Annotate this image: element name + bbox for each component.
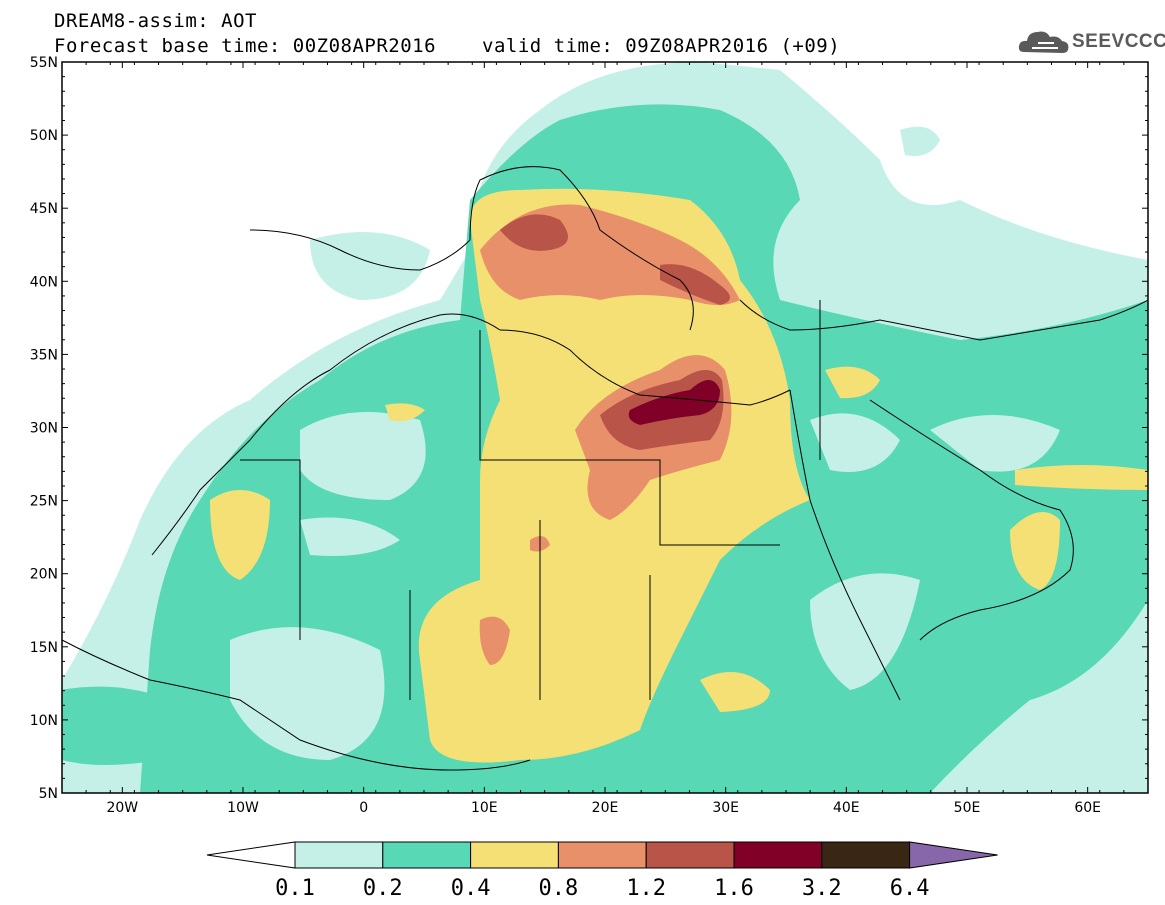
colorbar-label: 0.1 [275, 876, 315, 901]
colorbar-label: 3.2 [802, 876, 842, 901]
coastlines [62, 166, 1148, 771]
lat-tick-label: 40N [30, 274, 58, 290]
lat-tick-label: 55N [30, 55, 58, 71]
logo-text: SEEVCCC [1072, 31, 1165, 52]
colorbar-label: 0.8 [539, 876, 579, 901]
lon-tick-label: 10E [471, 800, 498, 816]
colorbar-swatch [470, 841, 559, 869]
lat-tick-label: 5N [39, 786, 58, 802]
lat-tick-label: 15N [30, 640, 58, 656]
colorbar-min-arrow [206, 841, 296, 869]
lon-tick-label: 20E [592, 800, 619, 816]
colorbar-swatch [557, 841, 647, 869]
colorbar-swatch [733, 841, 823, 869]
lat-tick-label: 10N [30, 713, 58, 729]
lon-tick-label: 20W [106, 800, 138, 816]
forecast-base-time: Forecast base time: 00Z08APR2016 [54, 35, 437, 57]
colorbar-label: 0.4 [451, 876, 491, 901]
colorbar-swatch [294, 841, 384, 869]
valid-time: valid time: 09Z08APR2016 (+09) [482, 35, 841, 57]
cloud-icon [1018, 31, 1069, 53]
lat-tick-label: 50N [30, 128, 58, 144]
colorbar-swatch [821, 841, 911, 869]
map-title: DREAM8-assim: AOT [54, 10, 257, 32]
lon-tick-label: 50E [954, 800, 981, 816]
colorbar: 0.1 0.2 0.4 0.8 1.2 1.6 3.2 6.4 [206, 841, 998, 901]
lat-tick-label: 30N [30, 421, 58, 437]
lat-tick-label: 25N [30, 494, 58, 510]
colorbar-max-arrow [909, 841, 998, 869]
lat-tick-label: 35N [30, 347, 58, 363]
colorbar-label: 0.2 [363, 876, 403, 901]
colorbar-swatch [645, 841, 735, 869]
lon-tick-label: 10W [227, 800, 259, 816]
aot-field [62, 62, 1148, 793]
colorbar-label: 6.4 [890, 876, 930, 901]
lat-tick-label: 20N [30, 567, 58, 583]
lon-tick-label: 30E [712, 800, 739, 816]
lon-tick-label: 0 [359, 800, 368, 816]
lon-tick-label: 60E [1074, 800, 1101, 816]
lat-tick-label: 45N [30, 201, 58, 217]
colorbar-label: 1.6 [714, 876, 754, 901]
lon-tick-label: 40E [833, 800, 860, 816]
axis-ticks: 55N 50N 45N 40N 35N 30N 25N 20N 15N 10N 5N 20W 10W 0 1… [30, 55, 1149, 816]
colorbar-label: 1.2 [626, 876, 666, 901]
colorbar-swatch [382, 841, 472, 869]
